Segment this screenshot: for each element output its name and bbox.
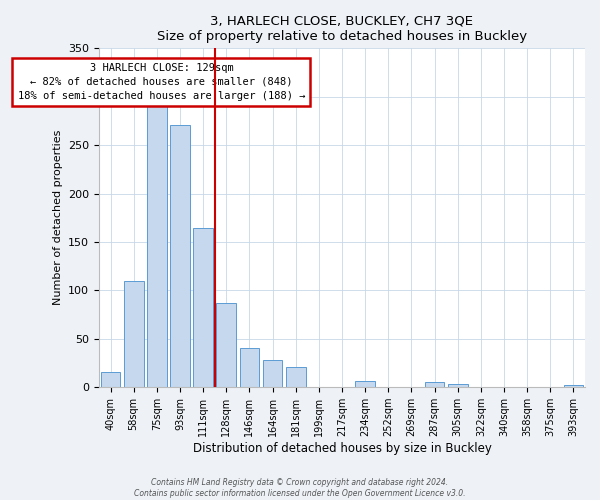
Bar: [425, 382, 445, 387]
Bar: [263, 360, 283, 387]
Bar: [217, 303, 236, 387]
Text: Contains HM Land Registry data © Crown copyright and database right 2024.
Contai: Contains HM Land Registry data © Crown c…: [134, 478, 466, 498]
Bar: [193, 228, 213, 387]
Bar: [124, 280, 143, 387]
X-axis label: Distribution of detached houses by size in Buckley: Distribution of detached houses by size …: [193, 442, 491, 455]
Text: 3 HARLECH CLOSE: 129sqm
← 82% of detached houses are smaller (848)
18% of semi-d: 3 HARLECH CLOSE: 129sqm ← 82% of detache…: [18, 63, 305, 101]
Bar: [355, 382, 375, 387]
Bar: [101, 372, 121, 387]
Bar: [170, 125, 190, 387]
Bar: [448, 384, 467, 387]
Bar: [563, 386, 583, 387]
Y-axis label: Number of detached properties: Number of detached properties: [53, 130, 62, 306]
Title: 3, HARLECH CLOSE, BUCKLEY, CH7 3QE
Size of property relative to detached houses : 3, HARLECH CLOSE, BUCKLEY, CH7 3QE Size …: [157, 15, 527, 43]
Bar: [239, 348, 259, 387]
Bar: [147, 104, 167, 387]
Bar: [286, 367, 305, 387]
